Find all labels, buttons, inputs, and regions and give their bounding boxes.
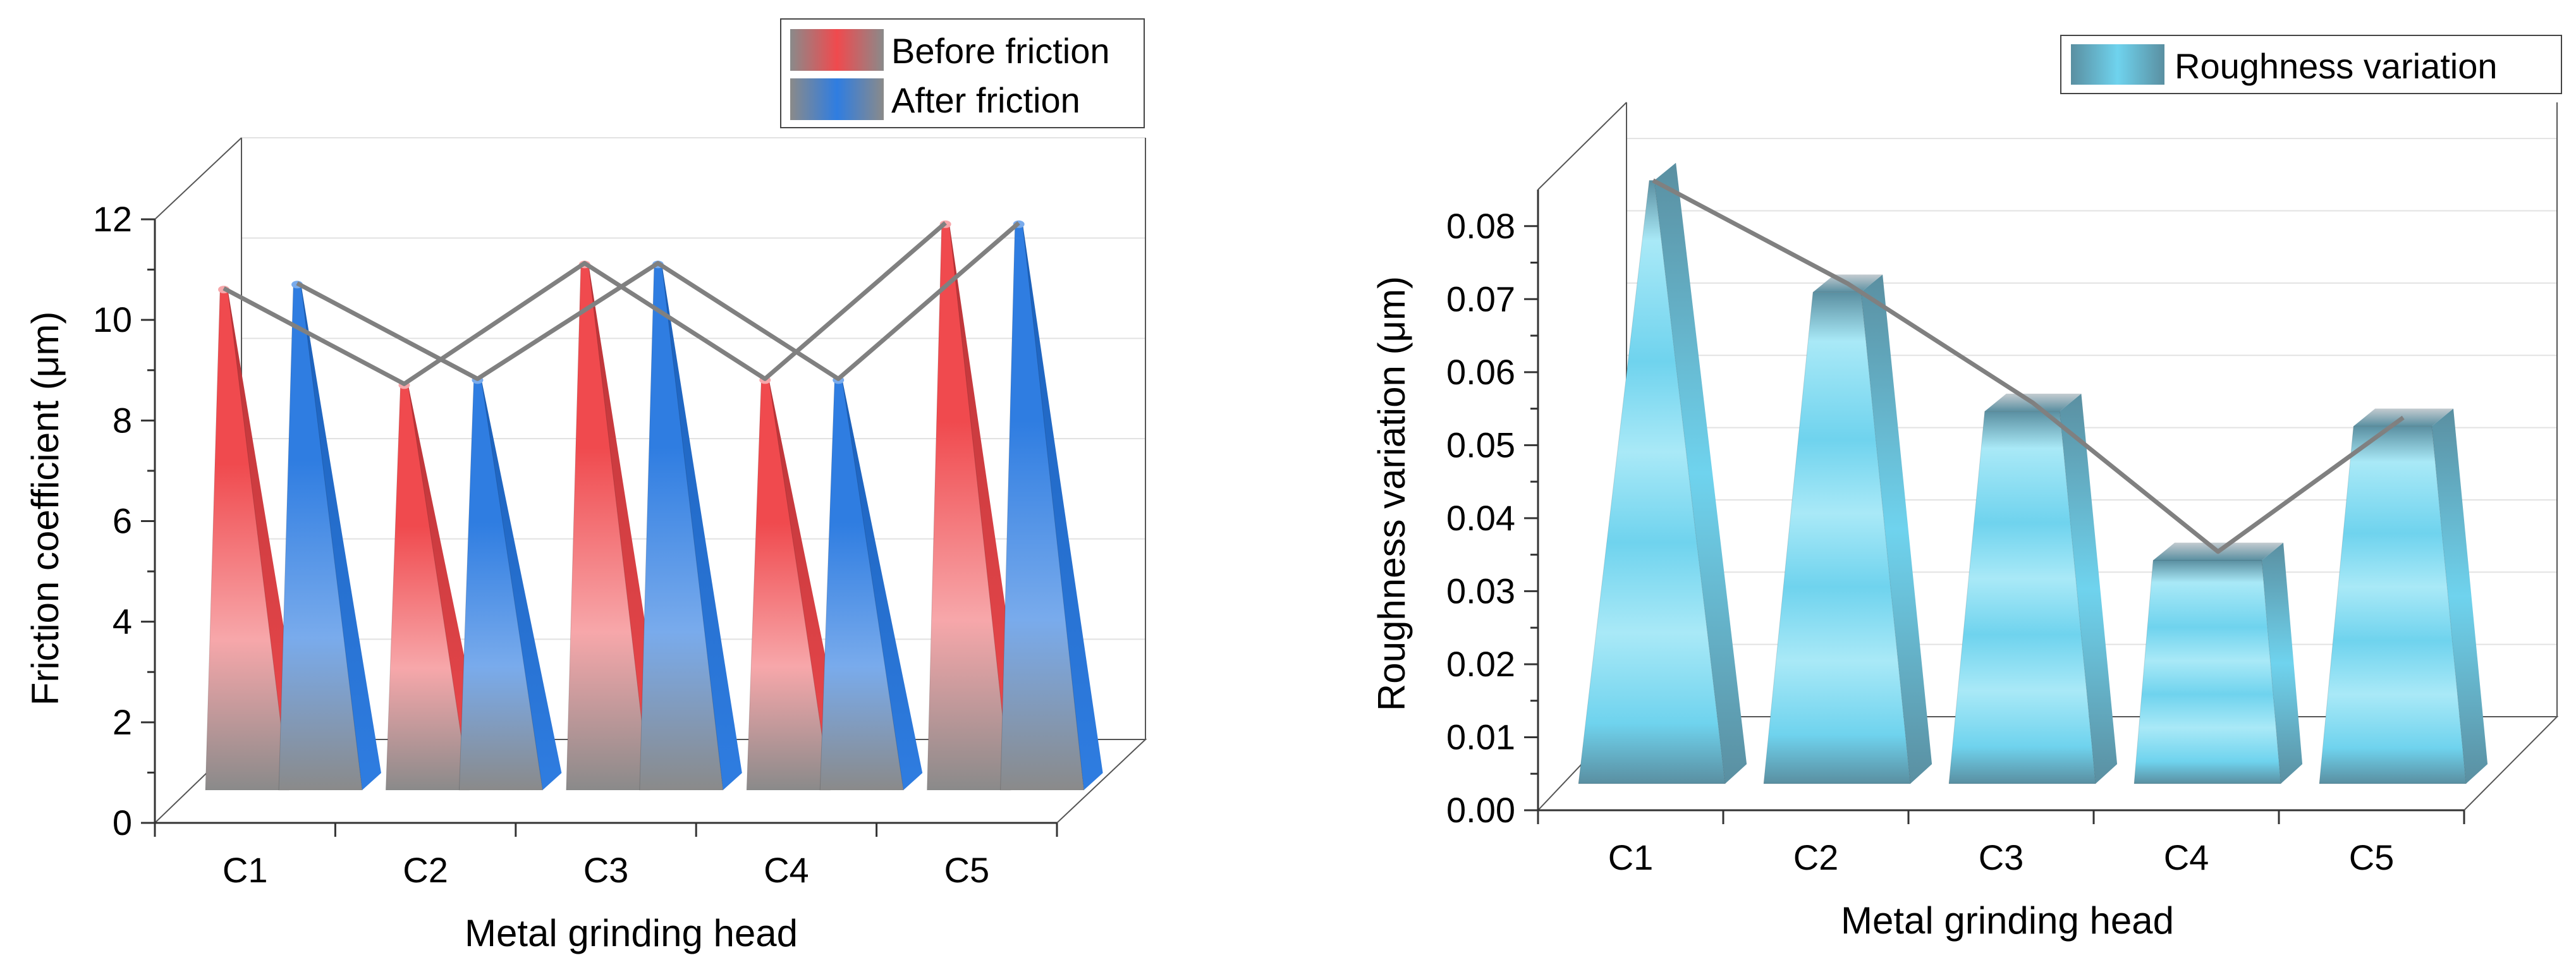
roughness-bar-side (2431, 408, 2488, 784)
roughness-bar-front (2319, 425, 2467, 784)
friction-legend: Before friction After friction (780, 18, 1145, 128)
friction-ytick-label: 10 (93, 300, 132, 339)
roughness-bar-front (2133, 560, 2281, 784)
roughness-xtick-label: C4 (2164, 837, 2209, 877)
friction-x-ticks: C1 C2 C3 C4 C5 (154, 823, 1058, 890)
roughness-y-ticks: 0.00 0.01 0.02 0.03 0.04 0.05 0.06 0.07 0.08 (1446, 206, 1538, 830)
friction-bar-side (657, 263, 742, 790)
roughness-xtick-label: C1 (1608, 837, 1654, 877)
roughness-legend-label: Roughness variation (2175, 46, 2498, 86)
friction-bars (205, 220, 1103, 791)
roughness-bars (1578, 162, 2488, 784)
friction-chart: 0 2 4 6 8 10 12 C1 C2 C3 C4 C5 Metal grinding head Fr… (24, 18, 1147, 954)
roughness-chart: 0.00 0.01 0.02 0.03 0.04 0.05 0.06 0.07 0.08 C1 C2… (1370, 35, 2562, 942)
roughness-bar-front (1948, 411, 2096, 784)
friction-legend-label-before: Before friction (891, 31, 1110, 71)
roughness-bar-side (2060, 393, 2118, 784)
friction-bar-after-c3 (639, 260, 742, 791)
roughness-xtick-label: C3 (1979, 837, 2024, 877)
roughness-xtick-label: C5 (2349, 837, 2395, 877)
roughness-ytick-label: 0.08 (1446, 206, 1515, 246)
friction-bar-side (297, 283, 381, 790)
roughness-bar-side (1654, 162, 1747, 784)
friction-ytick-label: 8 (113, 400, 132, 440)
friction-bar-after-c5 (1000, 220, 1103, 791)
roughness-legend-swatch (2071, 44, 2164, 85)
friction-ytick-label: 12 (93, 199, 132, 239)
friction-bar-side (1018, 222, 1103, 790)
friction-bar-front (927, 222, 1011, 791)
roughness-bar-c2 (1763, 274, 1932, 784)
friction-legend-label-after: After friction (891, 80, 1080, 120)
roughness-bar-front (1763, 291, 1911, 784)
roughness-ytick-label: 0.00 (1446, 790, 1515, 830)
friction-bar-front (458, 378, 543, 791)
roughness-ytick-label: 0.04 (1446, 498, 1515, 538)
roughness-legend: Roughness variation (2060, 35, 2562, 94)
friction-trend-line-after (296, 221, 1020, 381)
roughness-x-axis-label: Metal grinding head (1841, 899, 2174, 942)
friction-legend-swatch-after (790, 78, 884, 120)
friction-y-ticks: 0 2 4 6 8 10 12 (93, 199, 155, 842)
roughness-trend-line (1652, 178, 2405, 554)
roughness-left-wall-top (1537, 102, 1627, 190)
roughness-x-ticks: C1 C2 C3 C4 C5 (1537, 810, 2465, 877)
friction-bar-front (1000, 222, 1085, 791)
roughness-ytick-label: 0.01 (1446, 717, 1515, 757)
friction-bar-after-c1 (278, 281, 381, 791)
friction-trend-lines (223, 221, 1020, 386)
friction-xtick-label: C5 (944, 850, 990, 890)
roughness-bar-side (1861, 274, 1932, 784)
friction-x-axis-label: Metal grinding head (465, 912, 798, 954)
roughness-bar-c5 (2319, 408, 2488, 784)
roughness-bar-front (1578, 180, 1726, 784)
friction-trend-line-before (223, 221, 947, 386)
roughness-bar-c4 (2133, 542, 2303, 784)
friction-bar-side (477, 379, 562, 790)
friction-bar-front (566, 262, 650, 791)
roughness-bar-top (2353, 408, 2453, 427)
friction-y-axis-label: Friction coefficient (μm) (24, 312, 66, 706)
friction-legend-swatch-before (790, 29, 884, 71)
friction-bar-front (278, 283, 363, 791)
roughness-bar-c3 (1948, 393, 2118, 784)
friction-bar-side (838, 379, 923, 790)
friction-bar-front (746, 378, 831, 791)
friction-ytick-label: 2 (113, 702, 132, 742)
friction-left-wall-top (154, 137, 242, 220)
roughness-bar-side (2261, 542, 2303, 784)
friction-xtick-label: C4 (764, 850, 809, 890)
friction-xtick-label: C3 (583, 850, 629, 890)
friction-bar-front (819, 378, 904, 791)
roughness-ytick-label: 0.06 (1446, 352, 1515, 392)
roughness-y-axis-label: Roughness variation (μm) (1370, 276, 1413, 711)
friction-xtick-label: C2 (403, 850, 448, 890)
roughness-ytick-label: 0.02 (1446, 644, 1515, 684)
friction-ytick-label: 0 (113, 803, 132, 842)
roughness-ytick-label: 0.07 (1446, 279, 1515, 319)
friction-bar-front (385, 383, 470, 791)
roughness-xtick-label: C2 (1793, 837, 1839, 877)
roughness-ytick-label: 0.03 (1446, 571, 1515, 611)
roughness-ytick-label: 0.05 (1446, 425, 1515, 465)
friction-ytick-label: 4 (113, 602, 132, 642)
friction-ytick-label: 6 (113, 501, 132, 541)
friction-xtick-label: C1 (223, 850, 268, 890)
roughness-bar-c1 (1578, 162, 1747, 784)
